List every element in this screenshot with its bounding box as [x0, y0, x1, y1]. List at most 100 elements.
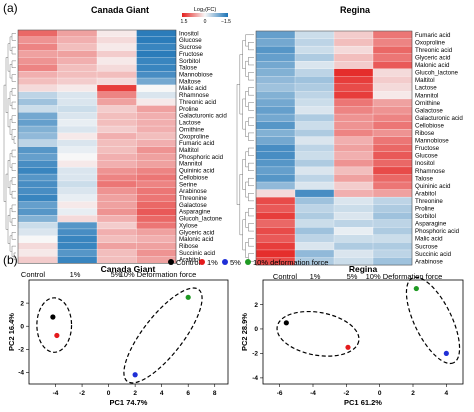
dendrogram-branch	[11, 177, 16, 185]
cluster-ellipse	[276, 310, 360, 357]
heatmap-cell	[57, 256, 98, 264]
heatmap-frame	[255, 30, 413, 266]
row-label: Rhamnose	[415, 168, 445, 175]
heatmap-cell	[372, 76, 413, 85]
heatmap-title: Regina	[340, 5, 371, 15]
dendrogram-branch	[248, 178, 254, 186]
row-label: Lactose	[415, 85, 437, 92]
heatmap-cell	[294, 151, 335, 160]
heatmap-cell	[255, 159, 296, 168]
heatmap-cell	[136, 57, 177, 65]
heatmap-cell	[333, 53, 374, 62]
heatmap-cell	[294, 166, 335, 175]
data-point	[283, 320, 289, 326]
heatmap-cell	[294, 234, 335, 243]
heatmap-cell	[96, 228, 137, 237]
dendrogram-branch	[242, 159, 246, 190]
dendrogram-branch	[248, 132, 254, 141]
heatmap-cell	[333, 38, 374, 47]
heatmap-cell	[96, 201, 137, 209]
y-axis-label: PC2 16.4%	[7, 313, 16, 351]
heatmap-cell	[136, 194, 177, 202]
dendrogram-branch	[248, 117, 254, 126]
y-tick-label: 0	[254, 326, 258, 333]
heatmap-cell	[255, 38, 296, 47]
heatmap-cell	[96, 194, 137, 202]
heatmap-cell	[255, 151, 296, 160]
heatmap-cell	[17, 71, 58, 79]
heatmap-cell	[17, 242, 58, 250]
heatmap-cell	[294, 61, 335, 70]
row-label: Mannitol	[179, 161, 202, 168]
dendrogram-branch	[5, 173, 8, 230]
dendrogram-branch	[245, 91, 249, 107]
x-axis-label: PC1 61.2%	[344, 398, 382, 407]
dendrogram-branch	[11, 88, 16, 96]
heatmap-cell	[333, 249, 374, 258]
x-tick-label: -2	[343, 390, 349, 397]
plot-frame	[262, 279, 464, 385]
row-label: Quininic acid	[179, 168, 215, 175]
column-label: 5%	[347, 272, 358, 281]
color-scale-legend: Log₂(FC) 1.5 0 −1.5	[181, 7, 232, 25]
heatmap-cell	[372, 61, 413, 70]
heatmap-cell	[17, 215, 58, 223]
row-label: Succinic acid	[415, 251, 452, 258]
heatmap-cell	[57, 77, 98, 86]
heatmap-cell	[17, 50, 58, 58]
heatmap-cell	[136, 29, 177, 38]
dendrogram-branch	[245, 212, 249, 228]
heatmap-cell	[17, 153, 58, 161]
heatmap-cell	[96, 36, 137, 45]
row-label: Arabinose	[415, 258, 443, 265]
row-label: Ribose	[415, 130, 435, 137]
heatmap-cell	[96, 29, 137, 38]
heatmap-cell	[96, 235, 137, 244]
dendrogram-branch	[9, 153, 12, 168]
heatmap-cell	[372, 68, 413, 77]
heatmap-cell	[255, 76, 296, 85]
heatmap-cell	[136, 125, 177, 134]
heatmap-cell	[372, 159, 413, 168]
heatmap-cell	[96, 153, 137, 161]
row-label: Inositol	[415, 160, 435, 167]
heatmap-cell	[57, 194, 98, 202]
heatmap-cell	[136, 77, 177, 86]
dendrogram-branch	[242, 98, 246, 130]
heatmap-cell	[333, 212, 374, 221]
y-tick-label: -2	[18, 347, 24, 354]
heatmap-cell	[57, 146, 98, 154]
legend-label: 1%	[207, 258, 218, 267]
heatmap-cell	[17, 98, 58, 106]
color-scale-tick: −1.5	[221, 19, 231, 25]
heatmap-cell	[294, 219, 335, 228]
dendrogram-branch	[11, 115, 16, 123]
heatmap-cell	[17, 119, 58, 127]
heatmap-cell	[17, 112, 58, 120]
row-label: Oxoproline	[415, 39, 445, 46]
heatmap-cell	[333, 61, 374, 70]
heatmap-cell	[57, 98, 98, 106]
heatmap-cell	[294, 249, 335, 258]
heatmap-cell	[294, 38, 335, 47]
heatmap-cell	[17, 228, 58, 237]
heatmap-cell	[96, 98, 137, 106]
column-label: Control	[273, 272, 298, 281]
heatmap-cell	[17, 256, 58, 264]
data-point	[345, 344, 351, 350]
row-label: Phosphoric acid	[179, 154, 224, 161]
heatmap-cell	[294, 76, 335, 85]
heatmap-cell	[333, 219, 374, 228]
x-axis-label: PC1 74.7%	[110, 398, 148, 407]
row-label: Quininic acid	[415, 183, 451, 190]
row-label: Asparagine	[179, 209, 211, 216]
heatmap-cell	[57, 160, 98, 168]
heatmap-cell	[96, 50, 137, 58]
heatmap-cell	[255, 181, 296, 190]
heatmap-cell	[333, 136, 374, 145]
row-label: Sucrose	[415, 243, 438, 250]
data-point	[132, 372, 138, 378]
heatmap-cell	[96, 180, 137, 189]
heatmap-cell	[294, 159, 335, 168]
heatmap-cell	[372, 242, 413, 251]
